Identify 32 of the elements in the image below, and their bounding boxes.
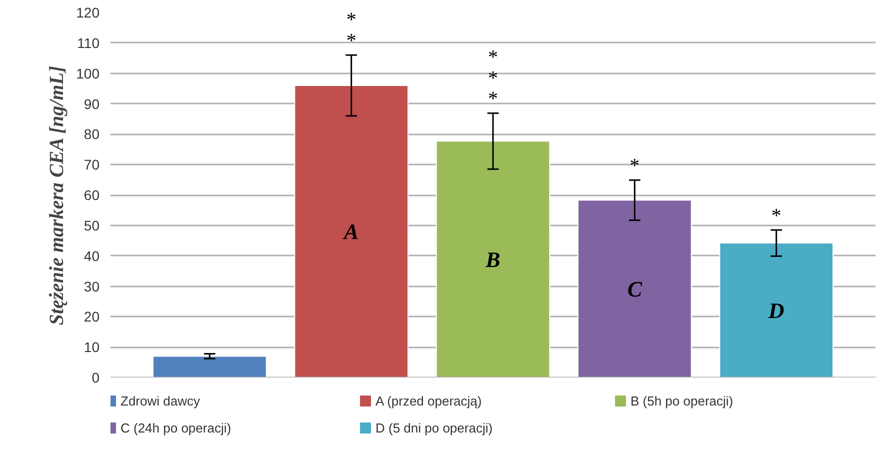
annotation: A xyxy=(342,219,359,244)
y-tick-label: 120 xyxy=(76,4,100,20)
bar xyxy=(436,140,550,378)
y-tick-label: 100 xyxy=(76,65,100,82)
annotation: D xyxy=(767,298,784,323)
annotation: * xyxy=(771,204,782,227)
bar xyxy=(578,200,692,378)
bar xyxy=(294,85,408,378)
y-tick-label: 50 xyxy=(84,217,100,234)
legend-label: A (przed operacją) xyxy=(376,394,482,408)
legend-label: B (5h po operacji) xyxy=(630,394,734,408)
legend-label: C (24h po operacji) xyxy=(120,420,232,436)
legend-label: Zdrowi dawcy xyxy=(120,394,200,408)
y-axis-title: Stężenie markera CEA [ng/mL] xyxy=(46,65,68,326)
y-tick-label: 30 xyxy=(84,278,100,294)
y-tick-label: 0 xyxy=(92,370,100,386)
legend-label: D (5 dni po operacji) xyxy=(376,420,493,436)
y-tick-label: 40 xyxy=(84,248,100,264)
y-tick-label: 70 xyxy=(84,156,100,173)
annotation: C xyxy=(627,276,642,302)
y-tick-label: 90 xyxy=(84,96,100,112)
y-tick-label: 80 xyxy=(84,126,100,142)
y-tick-label: 20 xyxy=(84,308,100,325)
y-tick-label: 60 xyxy=(84,187,100,203)
annotation: * xyxy=(630,155,640,178)
y-tick-label: 110 xyxy=(77,34,100,51)
annotation: * * xyxy=(346,9,356,52)
bar xyxy=(719,242,834,378)
y-tick-label: 10 xyxy=(84,339,100,356)
annotation: * * * xyxy=(488,46,498,110)
annotation: B xyxy=(484,246,500,272)
bar xyxy=(152,356,267,378)
